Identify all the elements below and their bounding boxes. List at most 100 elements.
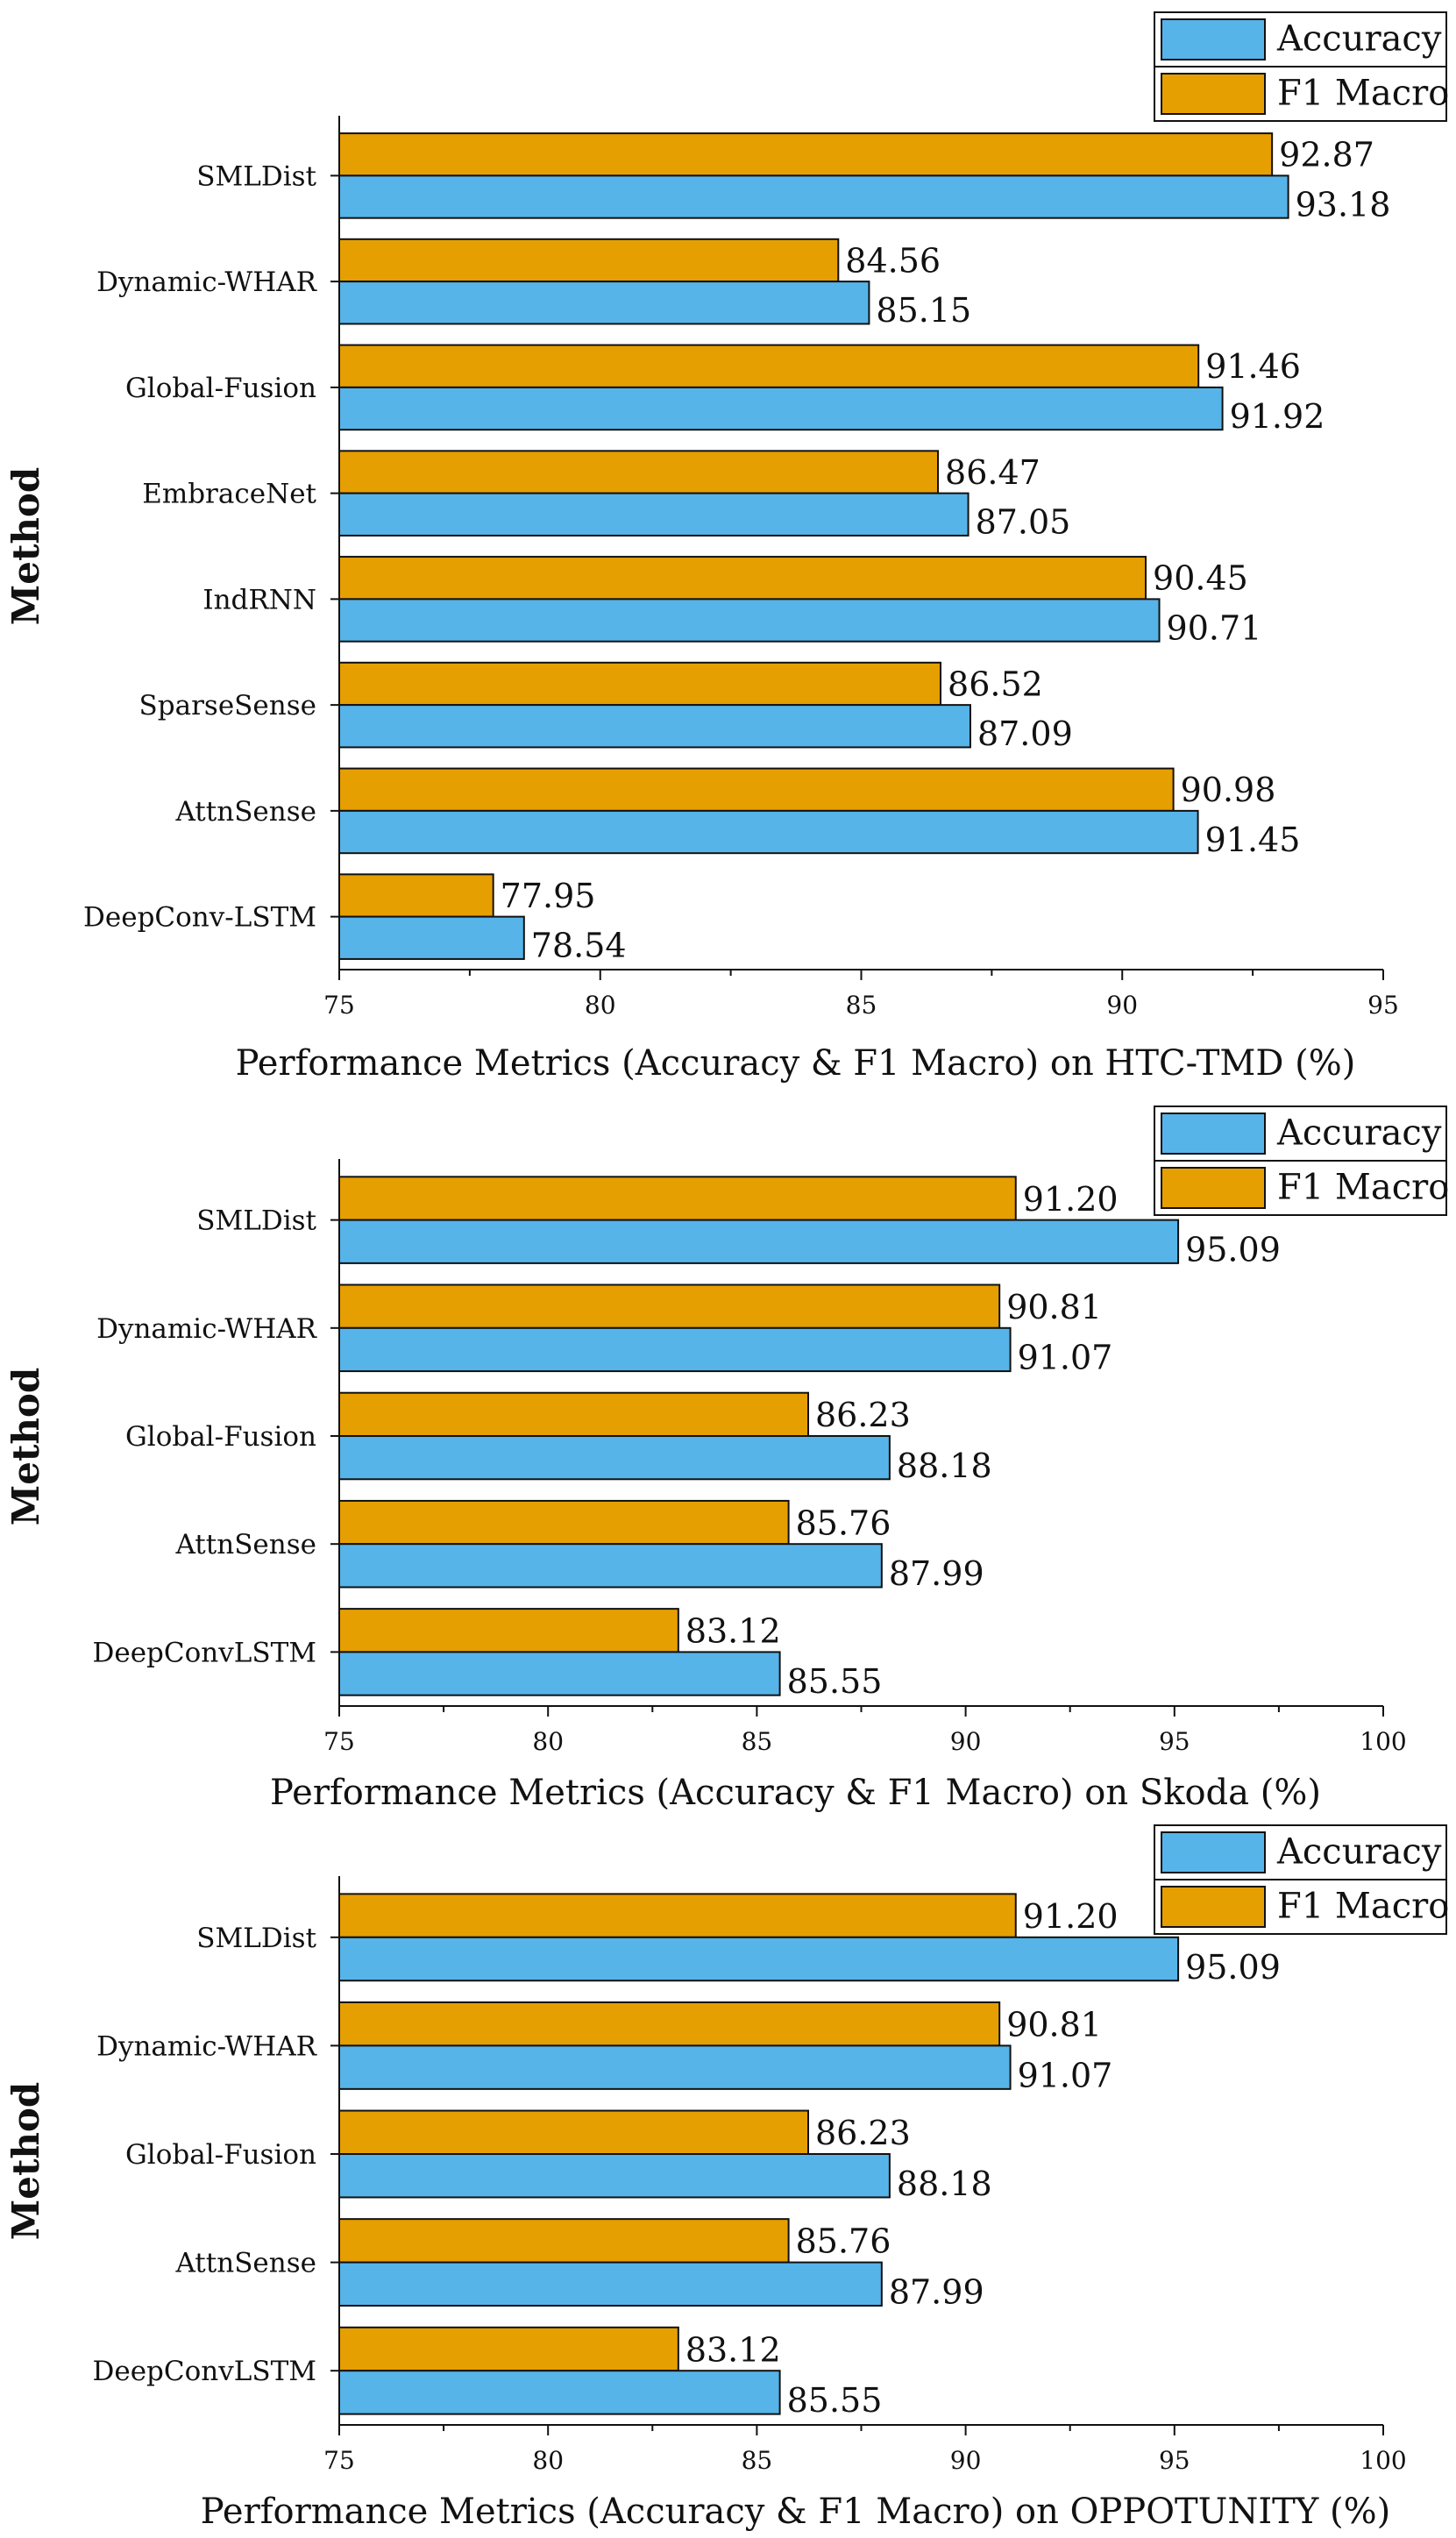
value-label-accuracy-2: 88.18 <box>897 1447 992 1485</box>
x-axis-label: Performance Metrics (Accuracy & F1 Macro… <box>270 1773 1321 1813</box>
bar-accuracy-4 <box>338 1651 781 1696</box>
value-label-accuracy-4: 85.55 <box>787 1662 883 1701</box>
value-label-accuracy-7: 78.54 <box>531 927 627 965</box>
bar-accuracy-2 <box>338 386 1224 431</box>
value-label-f1-macro-0: 91.20 <box>1023 1180 1119 1219</box>
legend-swatch-2 <box>1161 1886 1266 1928</box>
bar-accuracy-0 <box>338 1219 1180 1264</box>
bar-accuracy-3 <box>338 1543 883 1589</box>
x-tick-label-4: 95 <box>1159 2446 1190 2475</box>
x-tick-label-1: 80 <box>532 1727 564 1756</box>
y-tick-label-3: AttnSense <box>174 2248 316 2279</box>
value-label-accuracy-3: 87.99 <box>889 1554 984 1593</box>
bar-accuracy-3 <box>338 492 969 537</box>
y-tick-label-2: Global-Fusion <box>125 1421 316 1453</box>
y-tick-label-3: EmbraceNet <box>142 479 316 510</box>
value-label-accuracy-3: 87.99 <box>889 2273 984 2312</box>
bar-f1-macro-1 <box>338 1283 1001 1329</box>
legend-swatch-2 <box>1161 1167 1266 1209</box>
bar-accuracy-2 <box>338 1435 891 1481</box>
value-label-f1-macro-4: 90.45 <box>1153 559 1248 598</box>
value-label-f1-macro-1: 90.81 <box>1006 1288 1102 1326</box>
x-tick-label-4: 95 <box>1367 991 1399 1020</box>
value-label-f1-macro-2: 86.23 <box>815 2114 911 2152</box>
value-label-accuracy-1: 91.07 <box>1018 2056 1113 2094</box>
y-tick-label-0: SMLDist <box>196 1923 316 1954</box>
bar-accuracy-1 <box>338 281 870 325</box>
legend-swatch-2 <box>1161 73 1266 115</box>
bar-accuracy-4 <box>338 2370 781 2415</box>
y-tick-label-1: Dynamic-WHAR <box>96 267 318 298</box>
y-tick-label-0: SMLDist <box>196 1205 316 1237</box>
legend-label-1: Accuracy <box>1276 1113 1442 1153</box>
x-tick-label-3: 90 <box>950 1727 982 1756</box>
y-tick-label-0: SMLDist <box>196 160 316 192</box>
bar-f1-macro-0 <box>338 1893 1017 1938</box>
y-tick-label-4: IndRNN <box>202 584 316 615</box>
value-label-f1-macro-1: 90.81 <box>1006 2006 1102 2044</box>
bar-f1-macro-2 <box>338 2109 809 2156</box>
x-tick-label-0: 75 <box>323 1727 355 1756</box>
x-tick-label-5: 100 <box>1360 1727 1406 1756</box>
value-label-f1-macro-7: 77.95 <box>501 877 596 915</box>
bar-accuracy-4 <box>338 598 1161 643</box>
y-tick-label-1: Dynamic-WHAR <box>96 1313 318 1345</box>
value-label-accuracy-1: 85.15 <box>876 291 971 330</box>
x-tick-label-2: 85 <box>742 1727 773 1756</box>
bar-accuracy-1 <box>338 2044 1012 2090</box>
chart-panel-3: 91.20 95.09 SMLDist 90.81 91.07 Dynamic-WHAR 8… <box>4 1824 1449 2532</box>
bar-f1-macro-1 <box>338 238 840 283</box>
value-label-accuracy-0: 95.09 <box>1185 1230 1281 1269</box>
bar-f1-macro-3 <box>338 2218 790 2264</box>
legend-label-1: Accuracy <box>1276 1831 1442 1872</box>
x-tick-label-3: 90 <box>950 2446 982 2475</box>
bar-accuracy-6 <box>338 809 1199 855</box>
bar-f1-macro-4 <box>338 556 1147 601</box>
legend-swatch-1 <box>1161 18 1266 60</box>
legend-label-2: F1 Macro <box>1277 73 1449 113</box>
value-label-f1-macro-5: 86.52 <box>948 665 1043 703</box>
x-tick-label-4: 95 <box>1159 1727 1190 1756</box>
y-axis-label: Method <box>4 2082 47 2241</box>
value-label-f1-macro-0: 92.87 <box>1279 136 1374 174</box>
bar-accuracy-5 <box>338 704 971 749</box>
legend-label-2: F1 Macro <box>1277 1886 1449 1926</box>
y-tick-label-6: AttnSense <box>174 796 316 828</box>
legend-swatch-1 <box>1161 1831 1266 1873</box>
bar-f1-macro-3 <box>338 1499 790 1546</box>
bar-f1-macro-2 <box>338 344 1200 388</box>
x-tick-label-1: 80 <box>585 991 616 1020</box>
y-tick-label-2: Global-Fusion <box>125 2139 316 2171</box>
value-label-f1-macro-4: 83.12 <box>685 1612 781 1651</box>
value-label-accuracy-6: 91.45 <box>1205 821 1301 859</box>
bar-accuracy-0 <box>338 1936 1180 1982</box>
y-tick-label-7: DeepConv-LSTM <box>83 902 316 934</box>
x-tick-label-3: 90 <box>1106 991 1138 1020</box>
value-label-f1-macro-3: 85.76 <box>796 2222 891 2261</box>
value-label-accuracy-2: 88.18 <box>897 2165 992 2203</box>
value-label-f1-macro-0: 91.20 <box>1023 1897 1119 1936</box>
bar-f1-macro-2 <box>338 1391 809 1437</box>
bar-f1-macro-4 <box>338 2326 679 2372</box>
x-tick-label-5: 100 <box>1360 2446 1406 2475</box>
x-tick-label-2: 85 <box>846 991 877 1020</box>
chart-panel-1: 92.87 93.18 SMLDist 84.56 85.15 Dynamic-WHAR 9… <box>4 11 1449 1084</box>
bar-accuracy-1 <box>338 1326 1012 1373</box>
bar-accuracy-0 <box>338 174 1289 219</box>
value-label-f1-macro-2: 86.23 <box>815 1396 911 1434</box>
value-label-f1-macro-1: 84.56 <box>845 241 941 280</box>
value-label-accuracy-2: 91.92 <box>1230 397 1325 436</box>
value-label-accuracy-0: 95.09 <box>1185 1948 1281 1987</box>
bar-accuracy-2 <box>338 2153 891 2199</box>
y-tick-label-4: DeepConvLSTM <box>93 1637 317 1668</box>
value-label-f1-macro-3: 85.76 <box>796 1504 891 1542</box>
bar-accuracy-7 <box>338 915 525 960</box>
legend-label-1: Accuracy <box>1276 18 1442 59</box>
value-label-f1-macro-2: 91.46 <box>1205 347 1301 386</box>
value-label-f1-macro-6: 90.98 <box>1181 771 1276 809</box>
y-tick-label-4: DeepConvLSTM <box>93 2356 317 2387</box>
y-axis-label: Method <box>4 467 47 626</box>
value-label-accuracy-0: 93.18 <box>1296 185 1391 224</box>
